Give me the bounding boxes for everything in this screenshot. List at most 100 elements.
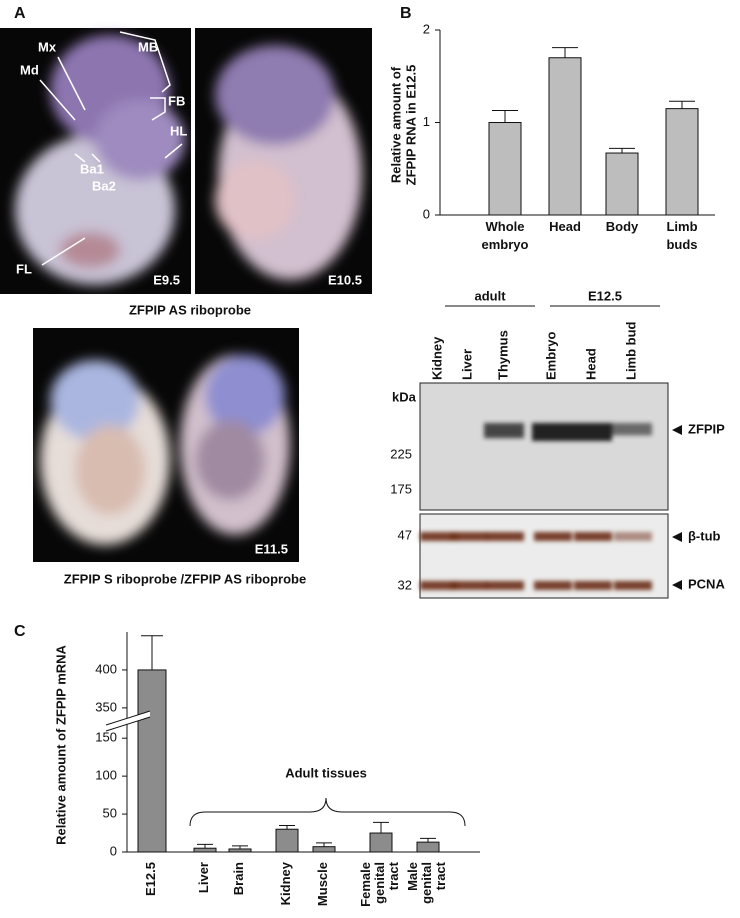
error-bar: [609, 147, 635, 154]
band: [486, 532, 524, 541]
bar: [605, 152, 639, 216]
lane-label: Embryo: [543, 332, 558, 380]
western-blot: adult E12.5 Kidney Liver Thymus Embryo Head Lim…: [390, 288, 725, 599]
band-label: PCNA: [688, 576, 725, 591]
structure-label: Md: [20, 62, 39, 77]
x-tick-label: Limb buds: [666, 219, 697, 252]
unit-label: kDa: [392, 389, 417, 404]
stage-label: E9.5: [153, 272, 180, 287]
group-label: E12.5: [588, 288, 622, 303]
x-tick-label: Kidney: [278, 861, 293, 905]
x-tick-label: Brain: [231, 862, 246, 895]
y-tick-label: 150: [95, 730, 117, 745]
band: [614, 532, 652, 541]
y-tick-label: 1: [423, 114, 430, 129]
bar: [548, 57, 582, 216]
error-bar: [232, 845, 248, 849]
stage-label: E10.5: [328, 272, 362, 287]
band: [574, 532, 612, 541]
x-tick-label: Muscle: [315, 862, 330, 906]
band-label: β-tub: [688, 528, 721, 543]
y-tick-label: 2: [423, 21, 430, 36]
annotation: Adult tissues: [285, 765, 367, 780]
photo-e9-e10: [0, 28, 372, 294]
bar: [312, 846, 336, 853]
axis-break-gap: [106, 711, 150, 732]
band: [532, 423, 572, 441]
lane-label: Head: [583, 348, 598, 380]
structure-label: MB: [138, 39, 158, 54]
structure-label: FL: [16, 261, 32, 276]
size-marker: 225: [390, 446, 412, 461]
band: [614, 581, 652, 590]
x-tick-label: Whole embryo: [482, 219, 529, 252]
y-tick-label: 50: [103, 806, 117, 821]
y-tick-label: 0: [423, 206, 430, 221]
band: [612, 423, 652, 436]
x-tick-label: Body: [606, 219, 639, 234]
structure-label: FB: [168, 93, 185, 108]
x-tick-label: Femalegenitaltract: [358, 861, 401, 906]
bar-chart: 0 1 2 Relative amount ofZFPIP RNA in E12.5 W…: [389, 21, 715, 252]
error-bar: [373, 821, 389, 834]
panel-label: A: [14, 5, 26, 22]
panel-label: C: [14, 623, 26, 640]
error-bar: [552, 47, 578, 58]
bar: [228, 848, 252, 853]
lane-label: Thymus: [495, 330, 510, 380]
band: [484, 423, 524, 439]
y-axis-label: Relative amount of ZFPIP mRNA: [53, 644, 68, 844]
bar: [416, 841, 440, 853]
band: [420, 532, 458, 541]
size-marker: 32: [398, 577, 412, 592]
error-bar: [141, 635, 163, 670]
bar: [665, 108, 699, 216]
group-label: adult: [474, 288, 506, 303]
photo-e11: [33, 328, 299, 562]
band: [574, 581, 612, 590]
bar: [193, 847, 217, 853]
x-tick-label: Liver: [196, 862, 211, 893]
caption: ZFPIP AS riboprobe: [129, 302, 251, 317]
band-arrow: [672, 425, 682, 435]
y-axis-label: Relative amount ofZFPIP RNA in E12.5: [389, 65, 419, 186]
band-label: ZFPIP: [688, 421, 725, 436]
error-bar: [279, 824, 295, 830]
error-bar: [316, 842, 332, 847]
bands: [420, 423, 652, 590]
bar: [369, 832, 393, 853]
lane-label: Kidney: [429, 336, 444, 380]
y-tick-label: 0: [110, 843, 117, 858]
band: [420, 581, 458, 590]
size-marker: 175: [390, 481, 412, 496]
x-tick-label: E12.5: [143, 862, 158, 896]
error-bar: [492, 109, 518, 123]
y-tick-label: 400: [95, 661, 117, 676]
error-bar: [420, 837, 436, 843]
bar: [488, 122, 522, 216]
band: [534, 532, 572, 541]
stage-label: E11.5: [255, 541, 288, 556]
band-arrow: [672, 532, 682, 542]
structure-label: Ba2: [92, 178, 116, 193]
band: [572, 423, 612, 441]
x-tick-label: Malegenitaltract: [405, 861, 448, 904]
bar-chart: 0 50 100 150 350 400 Relative amount of ZFPIP …: [53, 632, 480, 907]
structure-label: HL: [170, 123, 187, 138]
bracket: [189, 797, 466, 827]
structure-label: Mx: [38, 39, 57, 54]
size-marker: 47: [398, 527, 412, 542]
band: [534, 581, 572, 590]
bar: [137, 669, 167, 853]
axis-break: [105, 710, 151, 726]
band: [450, 581, 488, 590]
band-arrow: [672, 580, 682, 590]
lane-label: Liver: [459, 349, 474, 380]
lane-label: Limb bud: [623, 321, 638, 380]
panel-label: B: [400, 5, 412, 22]
structure-label: Ba1: [80, 161, 104, 176]
error-bar: [197, 843, 213, 849]
x-tick-label: Head: [549, 219, 581, 234]
band: [486, 581, 524, 590]
